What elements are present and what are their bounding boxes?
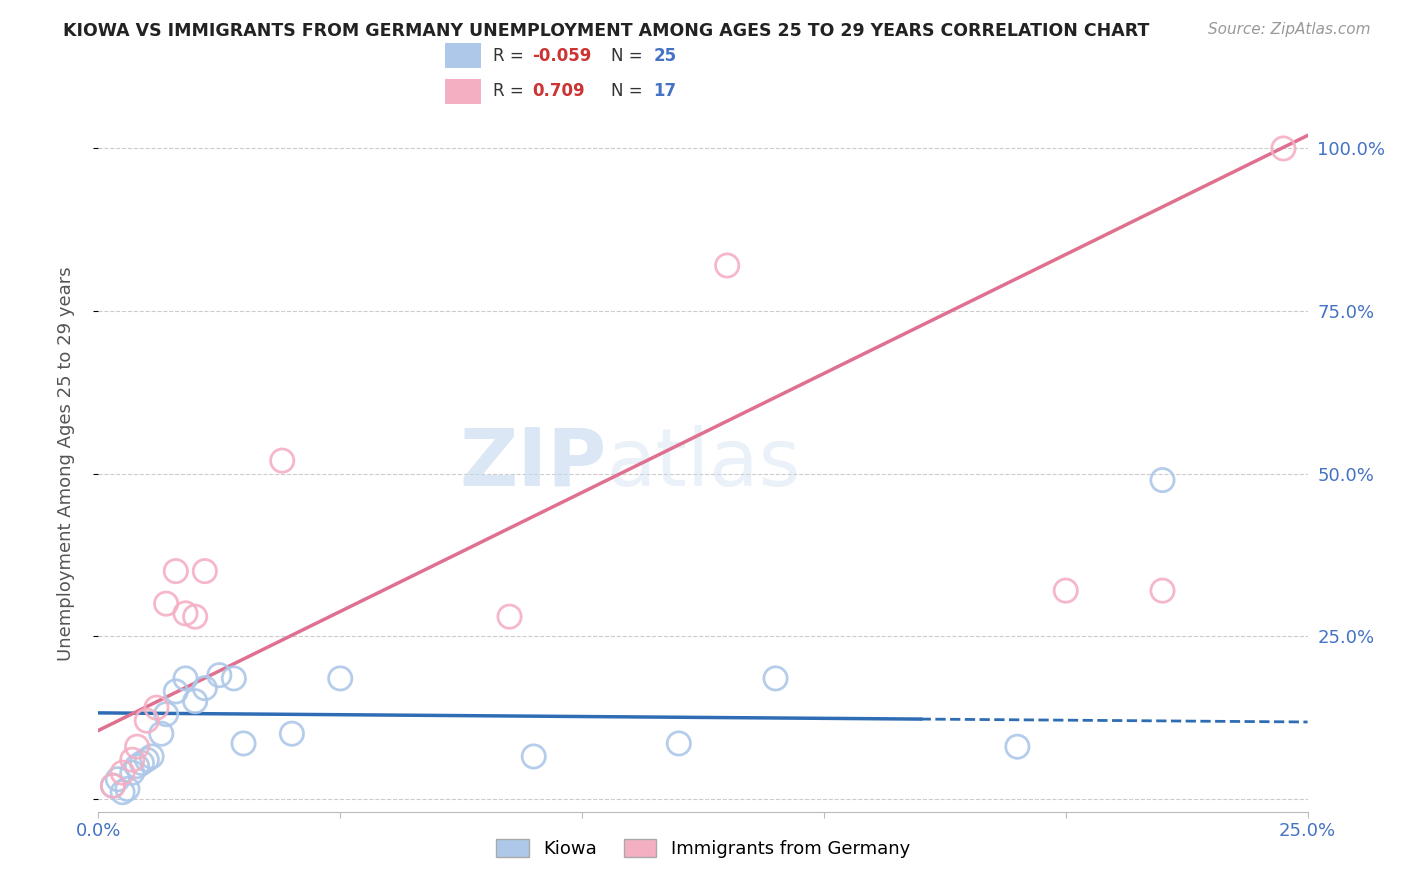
Point	[174, 672, 197, 686]
Point	[232, 736, 254, 750]
Point	[498, 609, 520, 624]
Point	[194, 681, 217, 695]
Text: R =: R =	[494, 46, 529, 65]
Point	[1152, 473, 1174, 487]
Point	[141, 749, 163, 764]
Point	[222, 672, 245, 686]
Point	[165, 684, 187, 698]
Text: Source: ZipAtlas.com: Source: ZipAtlas.com	[1208, 22, 1371, 37]
Point	[101, 779, 124, 793]
Point	[107, 772, 129, 787]
Text: 25: 25	[654, 46, 676, 65]
Point	[127, 739, 149, 754]
Point	[121, 753, 143, 767]
Point	[121, 765, 143, 780]
Text: ZIP: ZIP	[458, 425, 606, 503]
Y-axis label: Unemployment Among Ages 25 to 29 years: Unemployment Among Ages 25 to 29 years	[56, 267, 75, 661]
Bar	[444, 44, 481, 69]
Point	[127, 759, 149, 773]
Point	[155, 597, 177, 611]
Point	[131, 756, 153, 770]
Text: R =: R =	[494, 82, 534, 101]
Point	[329, 672, 352, 686]
Point	[174, 607, 197, 621]
Point	[523, 749, 546, 764]
Point	[281, 727, 304, 741]
Point	[271, 453, 294, 467]
Bar	[444, 78, 481, 104]
Point	[111, 765, 134, 780]
Point	[111, 785, 134, 799]
Point	[165, 564, 187, 578]
Text: N =: N =	[612, 82, 648, 101]
Text: -0.059: -0.059	[533, 46, 592, 65]
Point	[1272, 141, 1295, 155]
Text: N =: N =	[612, 46, 648, 65]
Point	[668, 736, 690, 750]
Text: 0.709: 0.709	[533, 82, 585, 101]
Point	[101, 779, 124, 793]
Point	[135, 753, 157, 767]
Point	[150, 727, 173, 741]
Point	[1152, 583, 1174, 598]
Point	[184, 694, 207, 708]
Legend: Kiowa, Immigrants from Germany: Kiowa, Immigrants from Germany	[489, 831, 917, 865]
Point	[1054, 583, 1077, 598]
Point	[1007, 739, 1029, 754]
Point	[145, 700, 167, 714]
Point	[184, 609, 207, 624]
Point	[208, 668, 231, 682]
Point	[135, 714, 157, 728]
Point	[194, 564, 217, 578]
Point	[155, 707, 177, 722]
Text: KIOWA VS IMMIGRANTS FROM GERMANY UNEMPLOYMENT AMONG AGES 25 TO 29 YEARS CORRELAT: KIOWA VS IMMIGRANTS FROM GERMANY UNEMPLO…	[63, 22, 1150, 40]
Point	[765, 672, 787, 686]
Point	[716, 259, 738, 273]
Point	[117, 781, 139, 796]
Text: atlas: atlas	[606, 425, 800, 503]
Text: 17: 17	[654, 82, 676, 101]
